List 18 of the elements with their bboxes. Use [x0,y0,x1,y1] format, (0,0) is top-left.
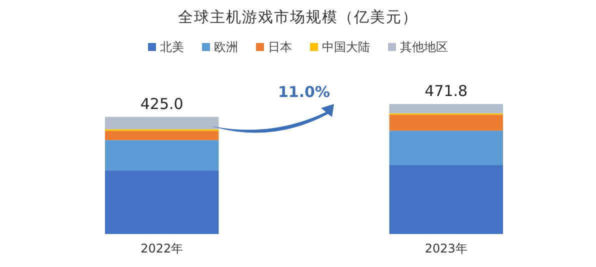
annotation: 471.8 [424,82,468,100]
annotation: 425.0 [140,94,184,113]
bar [389,104,503,114]
bar [105,170,219,234]
bar [389,114,503,131]
x-tick-label: 2022年 [140,242,184,256]
text: 11.0% [278,83,330,101]
legend-label: 欧洲 [214,40,238,54]
chart-title: 全球主机游戏市场规模（亿美元） [178,8,418,26]
legend-label: 中国大陆 [322,40,370,54]
legend-label: 其他地区 [400,40,448,54]
bar [389,130,503,165]
bar [105,140,219,171]
bar [105,130,219,140]
legend-label: 日本 [268,40,292,54]
x-tick-label: 2023年 [424,242,468,256]
bar [389,164,503,234]
legend-label: 北美 [160,40,184,54]
